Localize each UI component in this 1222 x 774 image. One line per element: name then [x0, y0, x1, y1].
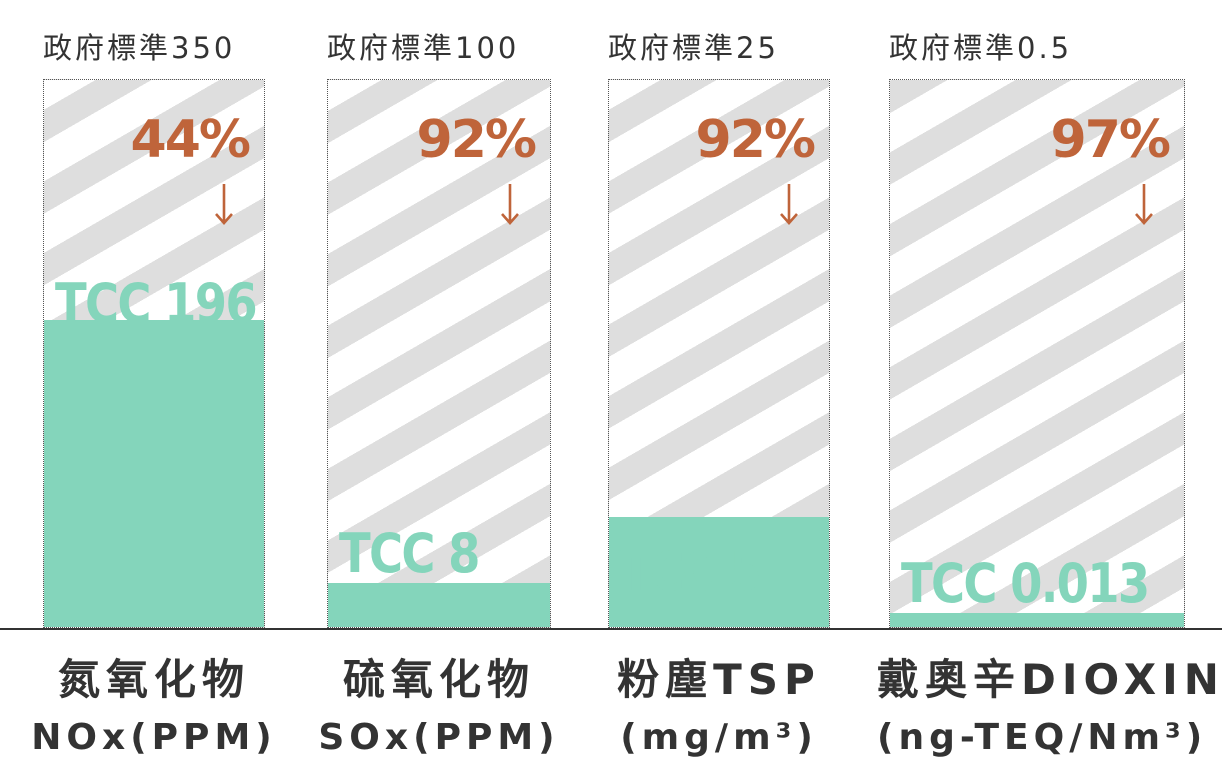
category-unit: SOx(PPM) [318, 717, 560, 758]
tcc-bar [890, 613, 1184, 627]
tcc-bar [609, 517, 829, 627]
tcc-value-label: TCC 8 [339, 522, 480, 585]
reduction-percent: 97% [1050, 110, 1171, 170]
down-arrow-icon [1135, 184, 1153, 225]
category-name: 戴奧辛DIOXIN [877, 655, 1222, 704]
tcc-value-label: TCC 196 [55, 272, 258, 335]
tcc-bar [328, 583, 550, 627]
standard-column [327, 79, 551, 628]
down-arrow-icon [215, 184, 233, 225]
category-name: 粉塵TSP [617, 655, 821, 704]
down-arrow-icon [780, 184, 798, 225]
tcc-value-label: TCC 0.013 [901, 552, 1150, 615]
category-name: 氮氧化物 [57, 655, 250, 704]
standard-label: 政府標準0.5 [889, 31, 1073, 65]
category-name: 硫氧化物 [342, 655, 535, 704]
standard-column [889, 79, 1185, 628]
reduction-percent: 92% [416, 110, 537, 170]
category-unit: NOx(PPM) [31, 717, 277, 758]
standard-column [43, 79, 265, 628]
reduction-percent: 44% [130, 110, 251, 170]
standard-label: 政府標準100 [327, 31, 520, 65]
reduction-percent: 92% [695, 110, 816, 170]
down-arrow-icon [501, 184, 519, 225]
category-unit: (ng-TEQ/Nm³) [877, 717, 1208, 758]
standard-label: 政府標準25 [608, 31, 779, 65]
tcc-bar [44, 320, 264, 627]
baseline-axis [0, 628, 1222, 630]
tcc-value-label: TCC 5 [620, 540, 761, 603]
category-unit: (mg/m³) [620, 717, 818, 758]
standard-label: 政府標準350 [43, 31, 236, 65]
standard-column [608, 79, 830, 628]
